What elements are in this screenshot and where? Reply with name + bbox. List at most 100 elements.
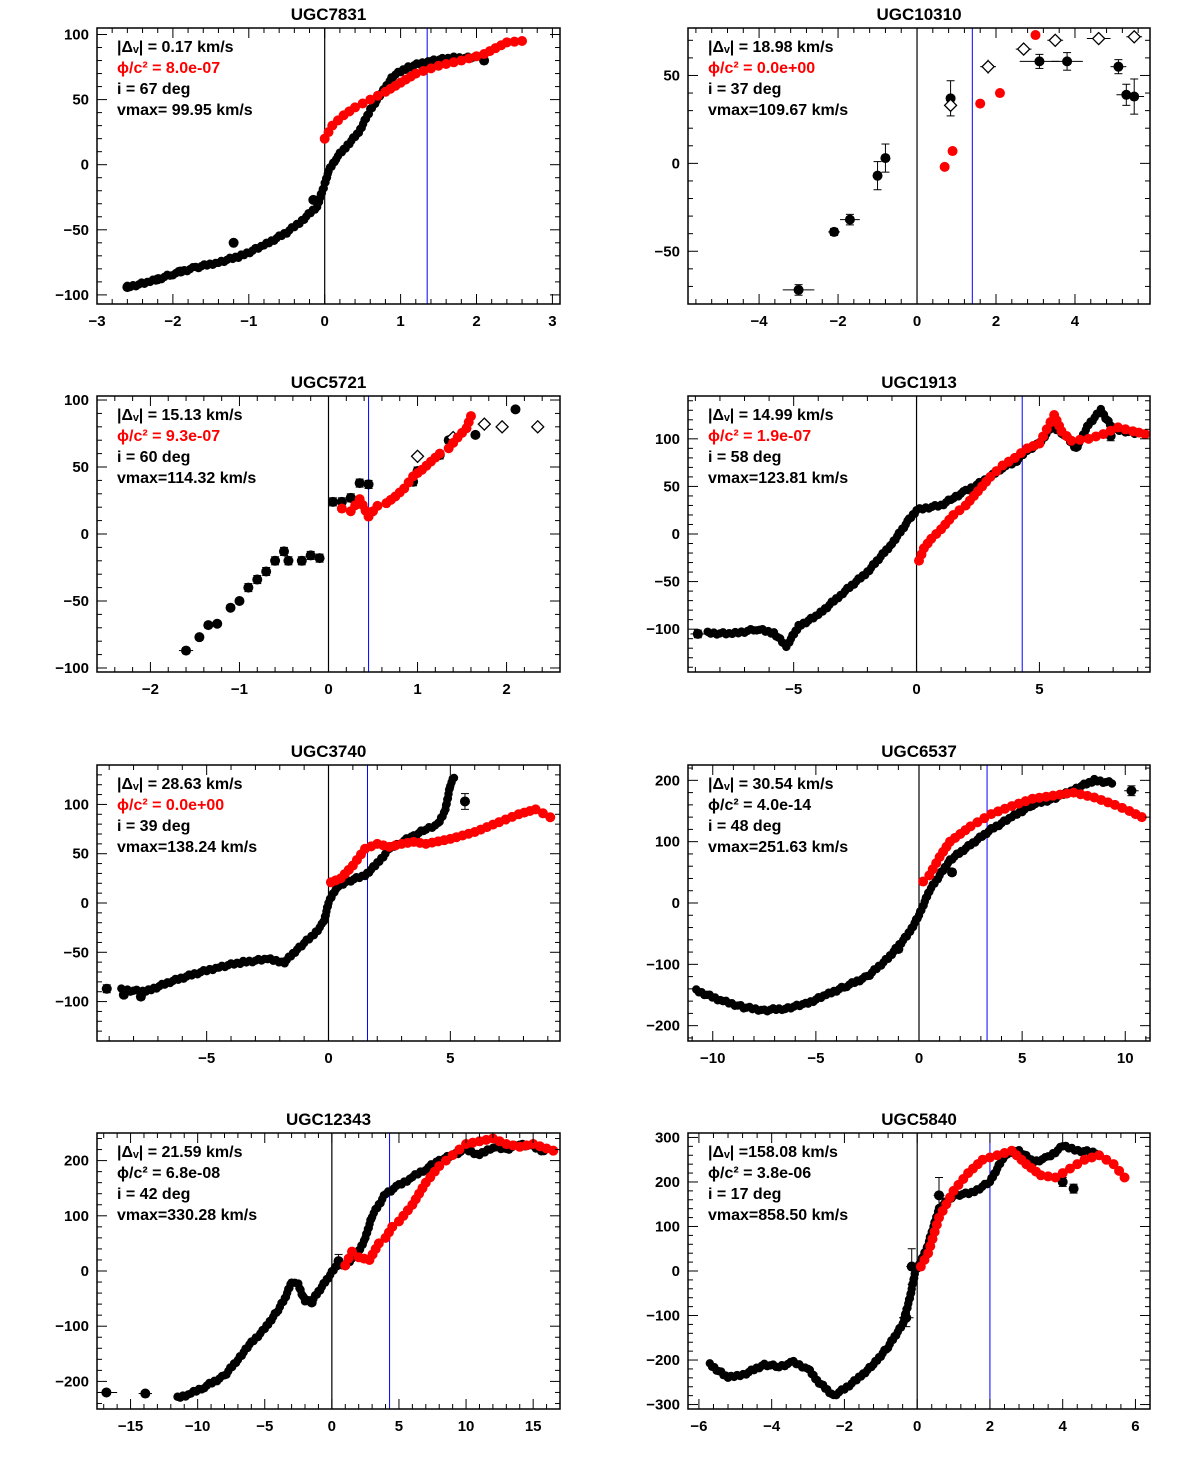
panel-title: UGC1913	[881, 373, 957, 392]
annotation-line: |Δᵥ| = 30.54 km/s	[708, 776, 834, 793]
x-tick-label: 10	[1117, 1050, 1134, 1067]
y-tick-label: −100	[55, 660, 89, 677]
annotation-line: i = 39 deg	[117, 818, 190, 835]
y-tick-label: −100	[646, 956, 680, 973]
y-tick-label: −50	[64, 593, 89, 610]
panel-title: UGC5840	[881, 1110, 957, 1129]
annotation-line: vmax=123.81 km/s	[708, 470, 848, 487]
annotation-line: |Δᵥ| = 21.59 km/s	[117, 1144, 243, 1161]
y-tick-label: 0	[672, 526, 680, 543]
model-point	[456, 55, 467, 66]
y-tick-label: 100	[64, 796, 89, 813]
model-point	[537, 808, 548, 819]
data-point	[135, 991, 146, 1002]
x-tick-label: −5	[807, 1050, 824, 1067]
plot-area	[101, 765, 556, 1041]
data-point	[872, 170, 883, 181]
model-point	[336, 503, 347, 514]
data-point	[283, 555, 294, 566]
y-tick-label: −100	[646, 1308, 680, 1325]
model-point	[1136, 812, 1147, 823]
panel-ugc7831: UGC7831 −3 −2 −1 0 1 2 3 −100 −50 0 50 100 |Δᵥ| = 0.1…	[0, 0, 590, 368]
y-tick-label: 100	[655, 834, 680, 851]
model-point	[346, 1246, 357, 1257]
y-tick-label: −100	[55, 1318, 89, 1335]
open-diamond-point	[410, 449, 425, 464]
panel-title: UGC6537	[881, 742, 957, 761]
y-tick-label: −50	[64, 222, 89, 239]
plot-svg: UGC10310 −4 −2 0 2 4 −50 0 50 |Δᵥ| = 18.98 km/s ϕ/…	[655, 5, 1151, 330]
data-point	[1062, 56, 1073, 67]
y-tick-label: 0	[81, 895, 89, 912]
y-tick-label: 50	[72, 459, 89, 476]
model-point	[372, 500, 383, 511]
data-point	[880, 153, 891, 164]
data-point	[181, 645, 192, 656]
plot-area	[782, 28, 1145, 304]
x-tick-label: 0	[324, 1050, 332, 1067]
x-tick-label: −5	[785, 681, 802, 698]
model-point	[1074, 434, 1085, 445]
x-tick-label: 2	[502, 681, 510, 698]
annotation-line: ϕ/c² = 8.0e-07	[117, 60, 220, 77]
annotation-line: |Δᵥ| = 14.99 km/s	[708, 407, 834, 424]
model-point	[454, 1144, 465, 1155]
y-tick-label: −200	[646, 1018, 680, 1035]
plot-svg: UGC12343 −15 −10 −5 0 5 10 15 −200 −100 0 100 200 |Δᵥ…	[55, 1110, 561, 1435]
x-tick-label: −5	[256, 1418, 273, 1435]
y-tick-label: 0	[672, 1263, 680, 1280]
y-tick-label: −100	[55, 994, 89, 1011]
x-tick-label: −2	[164, 313, 181, 330]
x-tick-label: 2	[986, 1418, 994, 1435]
x-tick-label: 5	[1035, 681, 1043, 698]
x-tick-label: 0	[321, 313, 329, 330]
x-tick-label: −10	[185, 1418, 210, 1435]
model-point	[1108, 1159, 1119, 1170]
open-diamond-point	[1016, 42, 1031, 57]
data-point	[194, 632, 205, 643]
model-point	[418, 65, 429, 76]
annotation-line: ϕ/c² = 3.8e-06	[708, 1165, 811, 1182]
model-point	[425, 63, 436, 74]
data-point	[893, 944, 904, 954]
y-tick-label: −200	[55, 1373, 89, 1390]
model-point	[545, 812, 556, 823]
data-point	[1034, 56, 1045, 67]
annotation-line: i = 60 deg	[117, 449, 190, 466]
data-point	[327, 496, 338, 507]
x-tick-label: −6	[690, 1418, 707, 1435]
annotation-line: vmax=858.50 km/s	[708, 1207, 848, 1224]
y-tick-label: −50	[655, 243, 680, 260]
x-tick-label: 0	[328, 1418, 336, 1435]
data-point	[203, 620, 214, 631]
x-tick-label: −10	[700, 1050, 725, 1067]
x-tick-label: 4	[1071, 313, 1080, 330]
y-tick-label: 0	[81, 1263, 89, 1280]
x-tick-label: 0	[912, 681, 920, 698]
x-tick-label: 6	[1131, 1418, 1139, 1435]
annotation-line: vmax=114.32 km/s	[117, 470, 256, 487]
y-tick-label: −100	[646, 621, 680, 638]
x-tick-label: −1	[231, 681, 248, 698]
data-point	[308, 194, 319, 205]
panel-title: UGC7831	[291, 5, 367, 24]
data-point	[101, 983, 112, 994]
y-tick-label: 0	[672, 155, 680, 172]
x-tick-label: −2	[829, 313, 846, 330]
y-tick-label: 0	[81, 157, 89, 174]
open-diamond-point	[1091, 31, 1106, 46]
y-tick-label: −50	[655, 574, 680, 591]
model-point	[447, 1150, 458, 1161]
data-point	[947, 867, 957, 878]
x-tick-label: −15	[118, 1418, 143, 1435]
y-tick-label: 100	[655, 431, 680, 448]
data-point	[243, 582, 254, 593]
model-point	[509, 36, 520, 47]
data-point	[692, 628, 703, 639]
data-point	[101, 1387, 112, 1398]
model-point	[441, 59, 452, 70]
panel-ugc6537: UGC6537 −10 −5 0 5 10 −200 −100 0 100 200 |Δᵥ| = 30…	[590, 737, 1179, 1105]
plot-svg: UGC6537 −10 −5 0 5 10 −200 −100 0 100 200 |Δᵥ| = 30…	[646, 742, 1151, 1067]
annotation-line: ϕ/c² = 0.0e+00	[117, 797, 224, 814]
